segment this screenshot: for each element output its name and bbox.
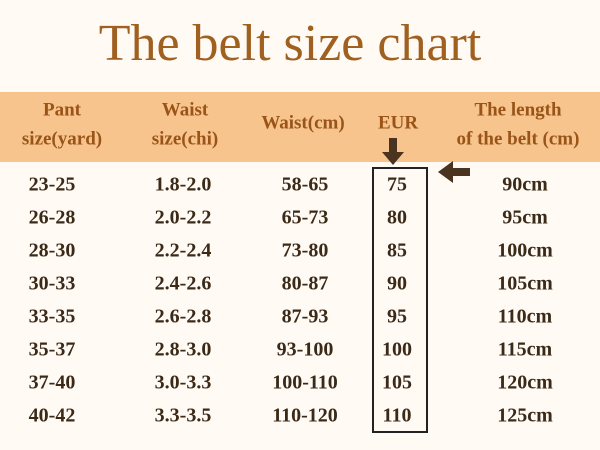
table-cell: 90: [387, 273, 407, 295]
table-cell: 23-25: [29, 174, 76, 196]
table-cell: 33-35: [29, 306, 76, 328]
header-cell: of the belt (cm): [457, 128, 580, 149]
table-cell: 100-110: [272, 372, 338, 394]
table-cell: 100: [382, 339, 412, 361]
table-cell: 80: [387, 207, 407, 229]
table-cell: 3.3-3.5: [155, 405, 212, 427]
table-cell: 110: [383, 405, 412, 427]
table-cell: 3.0-3.3: [155, 372, 212, 394]
table-cell: 35-37: [29, 339, 76, 361]
table-cell: 95cm: [502, 207, 548, 229]
table-cell: 28-30: [29, 240, 76, 262]
table-cell: 125cm: [497, 405, 553, 427]
table-cell: 100cm: [497, 240, 553, 262]
table-cell: 2.4-2.6: [155, 273, 212, 295]
table-cell: 2.2-2.4: [155, 240, 212, 262]
eur-highlight-box: [372, 167, 428, 433]
header-cell: size(yard): [22, 128, 102, 149]
table-cell: 40-42: [29, 405, 76, 427]
table-cell: 65-73: [282, 207, 329, 229]
table-cell: 110-120: [272, 405, 338, 427]
header-cell: Pant: [43, 99, 82, 120]
table-cell: 110cm: [498, 306, 553, 328]
table-cell: 105cm: [497, 273, 553, 295]
header-cell: The length: [474, 99, 562, 120]
header-cell: size(chi): [152, 128, 218, 149]
table-cell: 58-65: [282, 174, 329, 196]
title: The belt size chart: [99, 15, 482, 72]
table: Pant size(yard) Waist size(chi) Waist(cm) EUR…: [22, 99, 580, 426]
table-cell: 2.0-2.2: [155, 207, 212, 229]
table-cell: 120cm: [497, 372, 553, 394]
header-band: [0, 92, 600, 162]
table-cell: 93-100: [277, 339, 334, 361]
table-cell: 37-40: [29, 372, 76, 394]
table-cell: 95: [387, 306, 407, 328]
table-cell: 1.8-2.0: [155, 174, 212, 196]
header-cell: EUR: [378, 112, 418, 133]
table-cell: 90cm: [502, 174, 548, 196]
table-cell: 80-87: [282, 273, 329, 295]
left-arrow: [438, 161, 470, 183]
table-cell: 85: [387, 240, 407, 262]
table-cell: 73-80: [282, 240, 329, 262]
header-cell: Waist: [162, 99, 209, 120]
table-cell: 105: [382, 372, 412, 394]
down-arrow: [382, 138, 404, 165]
table-cell: 30-33: [29, 273, 76, 295]
table-cell: 75: [387, 174, 407, 196]
table-cell: 26-28: [29, 207, 76, 229]
table-cell: 2.8-3.0: [155, 339, 212, 361]
table-cell: 2.6-2.8: [155, 306, 212, 328]
header-cell: Waist(cm): [261, 112, 344, 133]
table-cell: 87-93: [282, 306, 329, 328]
table-cell: 115cm: [498, 339, 553, 361]
